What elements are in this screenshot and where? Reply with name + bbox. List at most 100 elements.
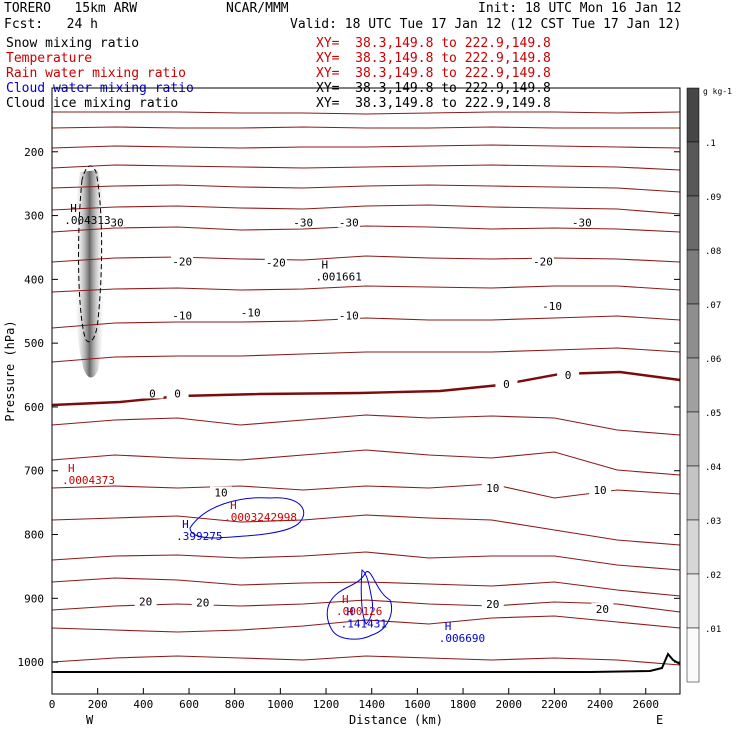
y-axis-label: Pressure (hPa) (3, 320, 17, 421)
temperature-isotherm (51, 204, 681, 215)
x-tick-label: 800 (225, 698, 245, 711)
plot-frame (51, 87, 681, 695)
x-end-label-east: E (656, 713, 663, 727)
cloud-water-contour (360, 569, 373, 625)
legend-field-name: Cloud water mixing ratio (6, 81, 194, 96)
y-tick-label: 1000 (18, 656, 45, 669)
x-tick-label: 1600 (404, 698, 431, 711)
temperature-label: -30 (339, 217, 359, 230)
extremum-h-marker: H (445, 620, 452, 633)
temperature-label: -20 (266, 257, 286, 270)
legend-field-name: Rain water mixing ratio (6, 66, 187, 81)
temperature-isotherm (51, 126, 680, 129)
temperature-label: -10 (172, 310, 192, 323)
temperature-label: -30 (104, 217, 124, 230)
legend-xy-range: XY= 38.3,149.8 to 222.9,149.8 (316, 36, 551, 51)
temperature-isotherm (52, 111, 681, 115)
temperature-label: -20 (172, 255, 192, 268)
extremum-h-marker: H (230, 499, 237, 512)
temperature-label: 0 (565, 369, 572, 382)
legend-field-name: Temperature (6, 51, 93, 66)
legend-xy-range: XY= 38.3,149.8 to 222.9,149.8 (316, 66, 551, 81)
temperature-isotherm (51, 164, 681, 171)
cloud-ice-contour (78, 165, 103, 343)
temperature-contours (51, 111, 681, 666)
colorbar-swatch (686, 519, 700, 575)
colorbar-swatch (686, 195, 700, 251)
extremum-value: .141431 (341, 618, 387, 631)
x-axis-label: Distance (km) (349, 713, 443, 727)
temperature-isotherm (51, 551, 681, 571)
temperature-label: 0 (174, 387, 181, 400)
temperature-label: 10 (486, 482, 499, 495)
label-backing (191, 596, 214, 608)
extremum-h-marker: H (68, 462, 75, 475)
label-backing (337, 216, 360, 228)
y-tick-label: 700 (24, 465, 44, 478)
label-backing (589, 483, 612, 495)
temperature-isotherm (51, 414, 681, 436)
colorbar-swatch (686, 465, 700, 521)
temperature-label: -10 (339, 310, 359, 323)
colorbar-tick-label: .09 (705, 193, 721, 203)
extremum-h-marker: H (342, 593, 349, 606)
temperature-label: 10 (593, 484, 606, 497)
y-tick-label: 500 (24, 337, 44, 350)
temperature-label: -10 (241, 306, 261, 319)
x-tick-label: 1000 (267, 698, 294, 711)
label-backing (264, 256, 287, 268)
colorbar-tick-label: .04 (705, 463, 721, 473)
y-tick-label: 800 (24, 529, 44, 542)
center-title: NCAR/MMM (226, 1, 289, 16)
label-backing (337, 309, 360, 321)
legend-xy-range: XY= 38.3,149.8 to 222.9,149.8 (316, 51, 551, 66)
label-backing (541, 300, 564, 312)
model-title: TORERO 15km ARW (4, 1, 138, 16)
legend-field-name: Snow mixing ratio (6, 36, 140, 51)
colorbar: .01 .02 .03 .04 .05 .06 .07 .08 .09 .1 g kg-1 (686, 87, 732, 683)
temperature-label: -20 (533, 255, 553, 268)
colorbar-tick-label: .1 (705, 139, 716, 149)
temperature-isotherm (51, 514, 681, 546)
label-backing (134, 595, 157, 607)
extremum-h-marker: H (321, 259, 328, 272)
extremum-h-marker: H (182, 518, 189, 531)
forecast-hour: Fcst: 24 h (4, 17, 98, 32)
colorbar-swatch (686, 627, 700, 683)
x-tick-label: 1200 (313, 698, 340, 711)
colorbar-tick-label: .08 (705, 247, 721, 257)
extremum-value: .399275 (176, 530, 222, 543)
label-backing (171, 309, 194, 321)
colorbar-swatch (686, 411, 700, 467)
temperature-label: 20 (139, 595, 152, 608)
temperature-isotherm (51, 285, 681, 293)
cloud-water-contour (326, 571, 393, 640)
x-end-label-west: W (86, 713, 94, 727)
label-backing (292, 216, 315, 228)
temperature-isotherm (51, 655, 681, 666)
x-tick-label: 2400 (587, 698, 614, 711)
label-backing (481, 597, 504, 609)
label-backing (481, 481, 504, 493)
x-tick-label: 1800 (450, 698, 477, 711)
init-time: Init: 18 UTC Mon 16 Jan 12 (478, 1, 682, 16)
temperature-label: -30 (293, 217, 313, 230)
colorbar-unit: g kg-1 (703, 87, 732, 96)
extremum-value: .006690 (439, 632, 485, 645)
colorbar-swatch (686, 303, 700, 359)
label-backing (557, 368, 580, 380)
temperature-label: -10 (542, 300, 562, 313)
temperature-isotherm (51, 255, 681, 263)
temperature-label: 20 (596, 603, 609, 616)
legend-xy-range: XY= 38.3,149.8 to 222.9,149.8 (316, 96, 551, 111)
colorbar-tick-label: .05 (705, 409, 721, 419)
colorbar-tick-label: .06 (705, 355, 721, 365)
x-tick-label: 400 (133, 698, 153, 711)
temperature-labels: -30 -30 -30 -30 -20 -20 -20 -10 -10 -10 -10 0 0 0 0 10 1… (102, 216, 614, 616)
colorbar-swatch (686, 573, 700, 629)
extremum-value: .0003242998 (224, 511, 297, 524)
extremum-h-marker: H (70, 202, 77, 215)
x-tick-label: 2000 (495, 698, 522, 711)
